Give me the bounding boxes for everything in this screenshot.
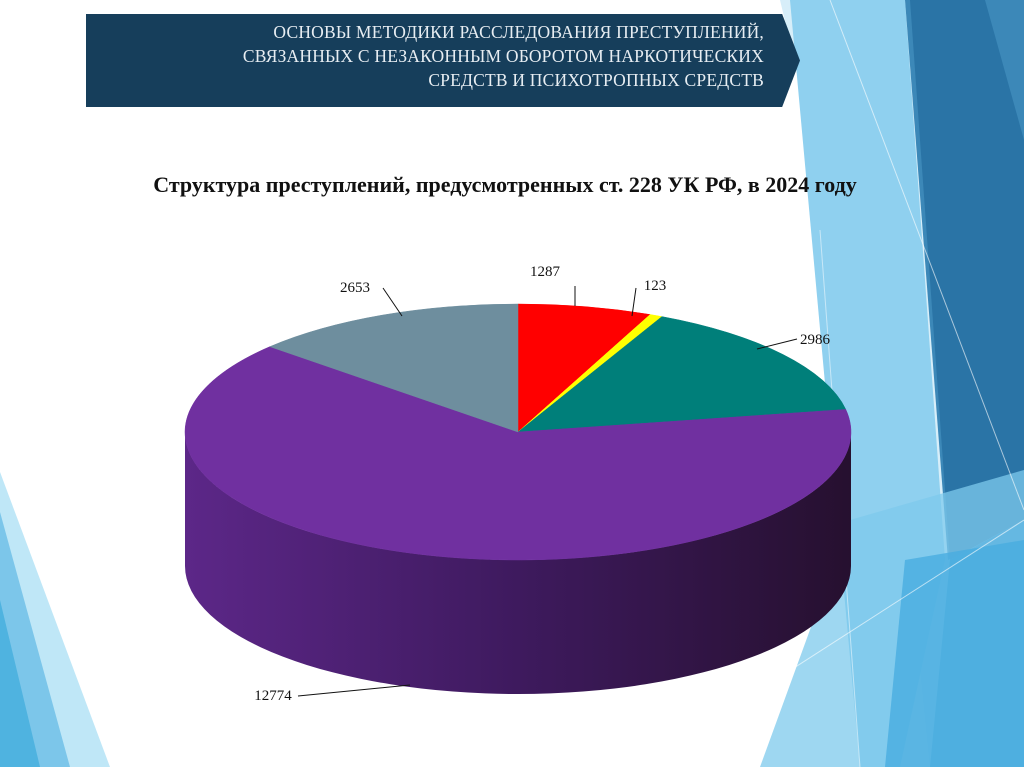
leader-line	[297, 684, 411, 697]
pie-labels: 1287 123 2986 12774 2653	[254, 264, 830, 704]
pie-slices	[184, 303, 852, 561]
header-title: ОСНОВЫ МЕТОДИКИ РАССЛЕДОВАНИЯ ПРЕСТУПЛЕН…	[124, 20, 764, 92]
pie-slice	[269, 303, 519, 433]
data-label: 12774	[254, 688, 292, 704]
header-line: СВЯЗАННЫХ С НЕЗАКОННЫМ ОБОРОТОМ НАРКОТИЧ…	[242, 46, 764, 66]
pie-slice	[517, 316, 847, 433]
leader-line	[756, 338, 798, 350]
header-banner: ОСНОВЫ МЕТОДИКИ РАССЛЕДОВАНИЯ ПРЕСТУПЛЕН…	[86, 14, 800, 107]
pie-depth	[185, 432, 851, 694]
chart-title: Структура преступлений, предусмотренных …	[153, 172, 857, 197]
leader-line	[631, 287, 637, 317]
header-line: СРЕДСТВ И ПСИХОТРОПНЫХ СРЕДСТВ	[428, 70, 764, 90]
pie-side-wall	[185, 432, 851, 694]
pie-slice	[517, 303, 651, 433]
data-label: 2653	[340, 280, 370, 296]
data-label: 1287	[530, 264, 561, 280]
pie-slice	[184, 346, 852, 561]
data-label: 123	[644, 278, 667, 294]
leader-line	[382, 287, 403, 317]
header-line: ОСНОВЫ МЕТОДИКИ РАССЛЕДОВАНИЯ ПРЕСТУПЛЕН…	[273, 22, 764, 42]
data-label: 2986	[800, 332, 831, 348]
